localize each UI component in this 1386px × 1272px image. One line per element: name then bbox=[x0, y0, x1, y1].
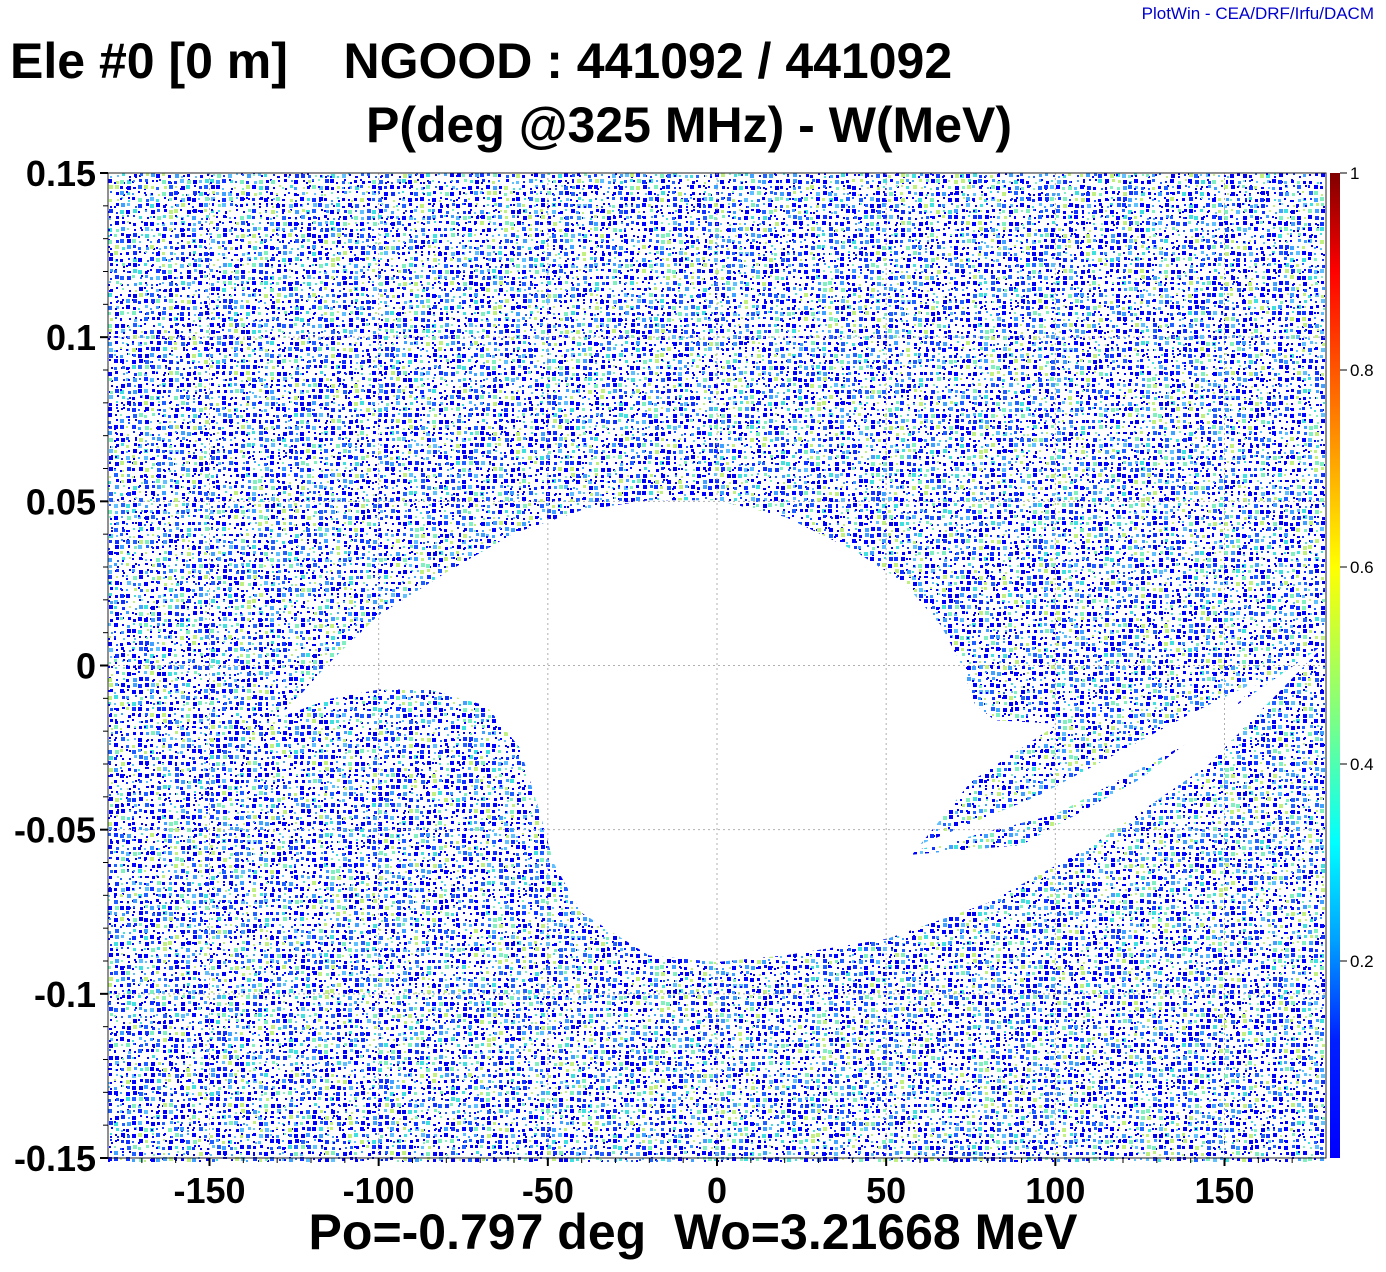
colorbar-tick-label: 0.6 bbox=[1350, 558, 1374, 577]
density-points-5 bbox=[108, 173, 1325, 1162]
y-tick-label: 0.05 bbox=[26, 481, 96, 522]
x-tick-label: 50 bbox=[866, 1170, 906, 1211]
colorbar-tick-label: 0.8 bbox=[1350, 361, 1374, 380]
colorbar-tick-label: 0.2 bbox=[1350, 952, 1374, 971]
colorbar-tick-label: 1 bbox=[1350, 164, 1359, 183]
chart-subtitle: P(deg @325 MHz) - W(MeV) bbox=[0, 96, 1386, 154]
y-tick-label: -0.15 bbox=[14, 1138, 96, 1179]
y-tick-label: 0.15 bbox=[26, 153, 96, 194]
chart-subtitle-text: P(deg @325 MHz) - W(MeV) bbox=[366, 97, 1012, 153]
x-tick-label: -50 bbox=[522, 1170, 574, 1211]
x-tick-label: -100 bbox=[343, 1170, 415, 1211]
x-tick-label: 100 bbox=[1025, 1170, 1085, 1211]
colorbar bbox=[1330, 173, 1340, 1158]
chart-title: Ele #0 [0 m] NGOOD : 441092 / 441092 bbox=[10, 33, 953, 89]
y-tick-label: 0 bbox=[76, 646, 96, 687]
y-tick-label: 0.1 bbox=[46, 317, 96, 358]
colorbar-tick-label: 0.4 bbox=[1350, 755, 1374, 774]
x-tick-label: -150 bbox=[173, 1170, 245, 1211]
axes: -150 -100 -50 0 50 100 150 0.15 0.1 0.05 0 -0.05 -0.… bbox=[14, 153, 1293, 1211]
density-points-3 bbox=[108, 173, 1325, 1162]
x-tick-label: 0 bbox=[707, 1170, 727, 1211]
y-tick-label: -0.1 bbox=[34, 974, 96, 1015]
empty-region-main bbox=[282, 500, 1321, 962]
x-tick-label: 150 bbox=[1194, 1170, 1254, 1211]
colorbar-ticks: 1 0.8 0.6 0.4 0.2 bbox=[1340, 164, 1374, 971]
y-tick-label: -0.05 bbox=[14, 810, 96, 851]
density-points-7 bbox=[108, 173, 1325, 1162]
credit-label: PlotWin - CEA/DRF/Irfu/DACM bbox=[1141, 4, 1374, 23]
footer-label: Po=-0.797 deg Wo=3.21668 MeV bbox=[308, 1204, 1078, 1260]
